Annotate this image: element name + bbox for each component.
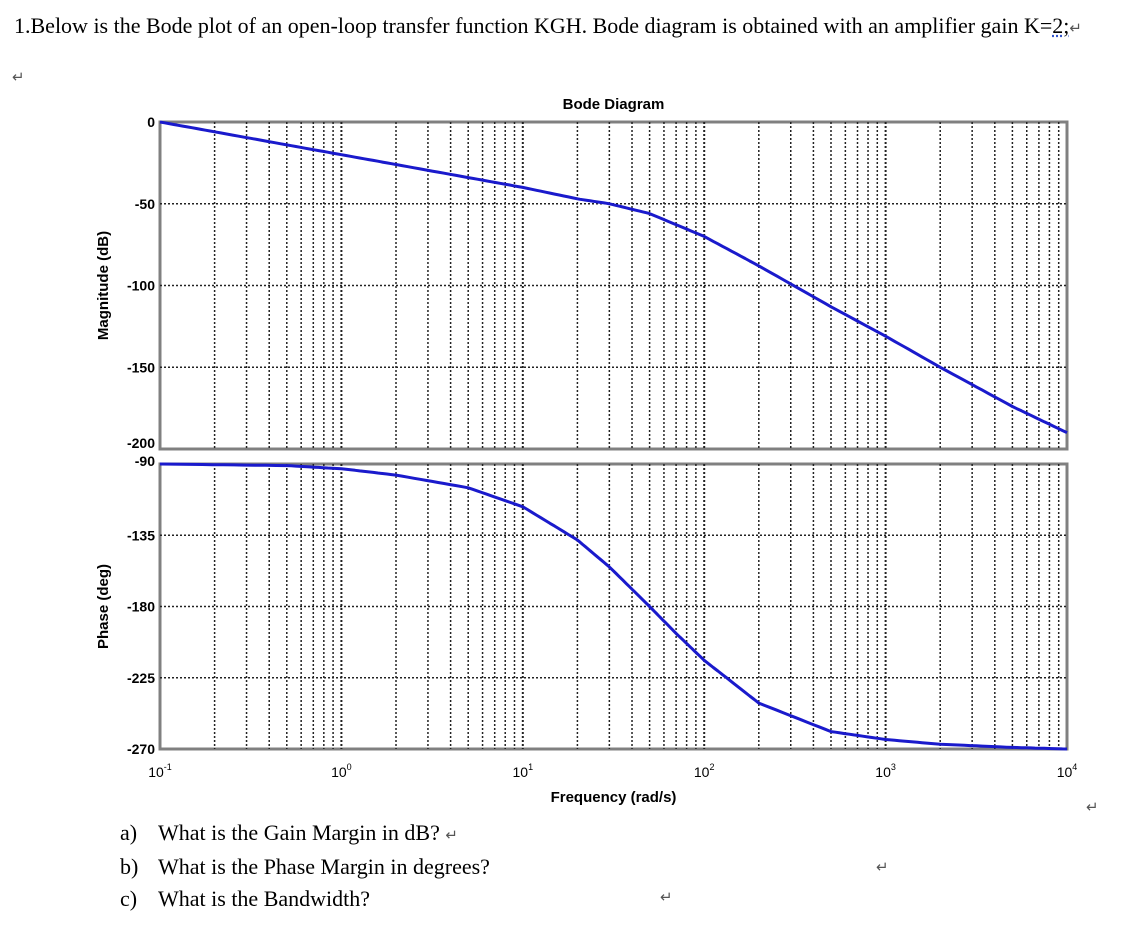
phase-axis-label: Phase (deg) xyxy=(95,564,112,649)
x-axis-label: Frequency (rad/s) xyxy=(551,789,677,806)
magnitude-y-tick-label: -200 xyxy=(127,435,155,451)
phase-y-tick-label: -90 xyxy=(135,453,155,469)
return-mark: ↵ xyxy=(1086,798,1099,816)
return-mark: ↵ xyxy=(660,888,673,906)
x-tick-label: 103 xyxy=(875,762,896,780)
x-tick-base: 10 xyxy=(513,764,529,780)
return-mark-blank-line: ↵ xyxy=(12,68,25,86)
x-tick-exponent: 3 xyxy=(891,762,896,772)
x-tick-exponent: -1 xyxy=(164,762,172,772)
question-letter: b) xyxy=(120,854,139,879)
x-tick-base: 10 xyxy=(331,764,347,780)
magnitude-axis-label: Magnitude (dB) xyxy=(95,231,112,340)
problem-number: 1. xyxy=(14,13,31,38)
x-tick-base: 10 xyxy=(875,764,891,780)
phase-y-tick-label: -135 xyxy=(127,527,155,543)
return-mark: ↵ xyxy=(1069,19,1082,37)
magnitude-y-tick-label: -50 xyxy=(135,196,155,212)
x-tick-label: 10-1 xyxy=(148,762,172,780)
gain-value: 2; xyxy=(1052,13,1070,38)
x-tick-label: 104 xyxy=(1057,762,1078,780)
question-c: c) What is the Bandwidth? xyxy=(120,886,370,912)
x-tick-exponent: 1 xyxy=(528,762,533,772)
phase-y-tick-label: -180 xyxy=(127,599,155,615)
problem-statement: 1.Below is the Bode plot of an open-loop… xyxy=(14,12,1104,42)
x-tick-label: 102 xyxy=(694,762,715,780)
magnitude-y-tick-label: 0 xyxy=(147,114,155,130)
question-text: What is the Bandwidth? xyxy=(158,886,371,911)
x-tick-base: 10 xyxy=(694,764,710,780)
x-tick-label: 101 xyxy=(513,762,534,780)
x-tick-base: 10 xyxy=(1057,764,1073,780)
chart-title: Bode Diagram xyxy=(563,96,665,113)
magnitude-y-tick-label: -150 xyxy=(127,359,155,375)
problem-text: Below is the Bode plot of an open-loop t… xyxy=(30,13,1053,38)
x-tick-label: 100 xyxy=(331,762,352,780)
question-b: b) What is the Phase Margin in degrees? xyxy=(120,854,490,880)
question-text: What is the Gain Margin in dB? xyxy=(158,820,440,845)
x-tick-exponent: 2 xyxy=(709,762,714,772)
x-tick-exponent: 0 xyxy=(347,762,352,772)
question-letter: c) xyxy=(120,886,138,911)
x-tick-exponent: 4 xyxy=(1072,762,1077,772)
magnitude-y-tick-label: -100 xyxy=(127,278,155,294)
return-mark: ↵ xyxy=(445,826,458,844)
phase-y-tick-label: -225 xyxy=(127,670,155,686)
question-text: What is the Phase Margin in degrees? xyxy=(158,854,490,879)
return-mark: ↵ xyxy=(876,858,889,876)
x-tick-base: 10 xyxy=(148,764,164,780)
phase-y-tick-label: -270 xyxy=(127,741,155,757)
question-a: a) What is the Gain Margin in dB? ↵ xyxy=(120,820,458,846)
question-letter: a) xyxy=(120,820,138,845)
